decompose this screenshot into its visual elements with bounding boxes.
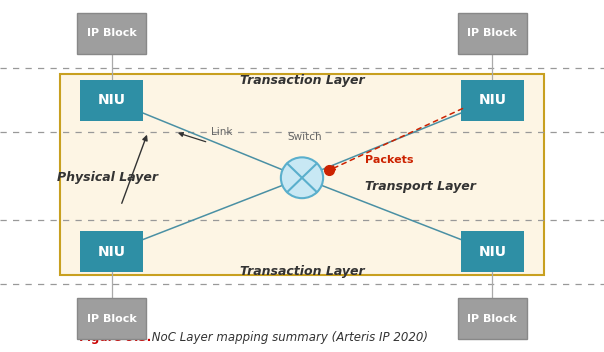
- Text: NIU: NIU: [98, 93, 126, 107]
- Bar: [460, 80, 524, 120]
- Text: Transaction Layer: Transaction Layer: [240, 265, 364, 277]
- Text: Transport Layer: Transport Layer: [365, 180, 477, 193]
- Text: Transaction Layer: Transaction Layer: [240, 75, 364, 87]
- Text: NIU: NIU: [98, 245, 126, 259]
- Bar: [77, 13, 146, 54]
- Bar: [458, 298, 527, 339]
- Text: Link: Link: [211, 127, 233, 137]
- Ellipse shape: [281, 157, 323, 198]
- Text: Figure 9.3.: Figure 9.3.: [79, 332, 151, 344]
- Text: IP Block: IP Block: [467, 314, 517, 323]
- Bar: [77, 298, 146, 339]
- Text: NoC Layer mapping summary (Arteris IP 2020): NoC Layer mapping summary (Arteris IP 20…: [148, 332, 428, 344]
- Text: Switch: Switch: [288, 132, 323, 142]
- Text: IP Block: IP Block: [87, 314, 137, 323]
- Text: Packets: Packets: [365, 155, 414, 165]
- Bar: [60, 74, 544, 275]
- Text: NIU: NIU: [478, 245, 506, 259]
- Text: IP Block: IP Block: [87, 29, 137, 38]
- Text: IP Block: IP Block: [467, 29, 517, 38]
- Bar: [80, 80, 144, 120]
- Text: NIU: NIU: [478, 93, 506, 107]
- Bar: [80, 232, 144, 272]
- Bar: [458, 13, 527, 54]
- Bar: [460, 232, 524, 272]
- Text: Physical Layer: Physical Layer: [57, 171, 158, 184]
